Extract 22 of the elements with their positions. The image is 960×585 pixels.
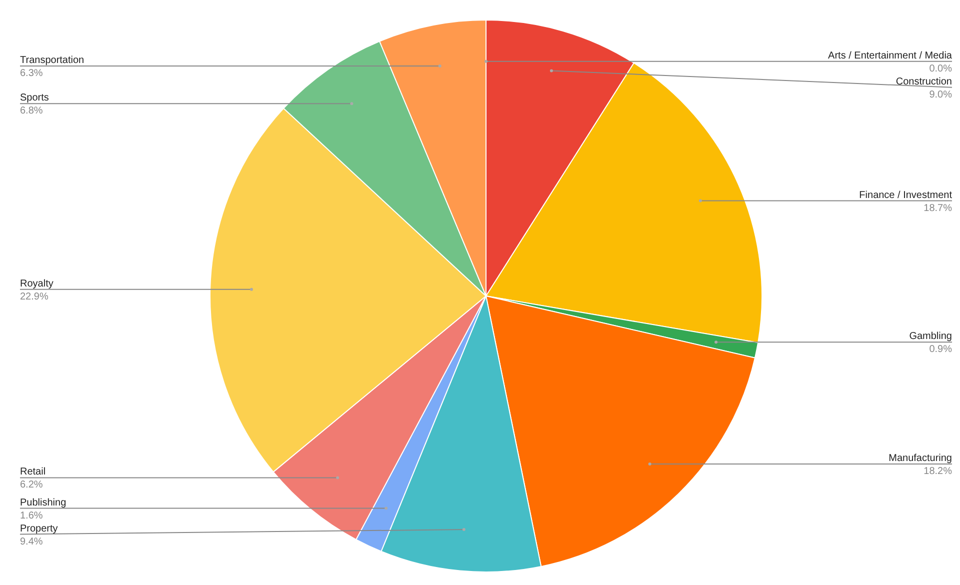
data-label: 22.9% bbox=[20, 291, 48, 302]
data-label: 18.2% bbox=[924, 466, 952, 477]
slice-label: Transportation bbox=[20, 54, 84, 66]
data-label: 9.0% bbox=[929, 89, 952, 100]
slice-label: Sports bbox=[20, 92, 49, 104]
slice-label: Construction bbox=[896, 76, 952, 88]
data-label: 9.4% bbox=[20, 536, 43, 548]
slice-label: Property bbox=[20, 523, 58, 534]
text: 0.0% bbox=[929, 63, 952, 74]
data-label: 6.8% bbox=[20, 106, 43, 117]
data-label: 6.3% bbox=[20, 68, 43, 79]
data-label: 1.6% bbox=[20, 510, 43, 522]
data-label: 6.2% bbox=[20, 480, 43, 491]
data-label: 0.9% bbox=[929, 344, 952, 356]
data-label: 18.7% bbox=[924, 202, 952, 214]
slice-label: Manufacturing bbox=[888, 452, 952, 464]
slice-label: Gambling bbox=[909, 331, 952, 342]
slice-label: Finance / Investment bbox=[859, 190, 952, 201]
slice-label: Retail bbox=[20, 466, 46, 478]
category-label: Arts / Entertainment / Media bbox=[828, 50, 952, 62]
slice-label: Royalty bbox=[20, 278, 54, 290]
slice-label: Publishing bbox=[20, 497, 66, 508]
